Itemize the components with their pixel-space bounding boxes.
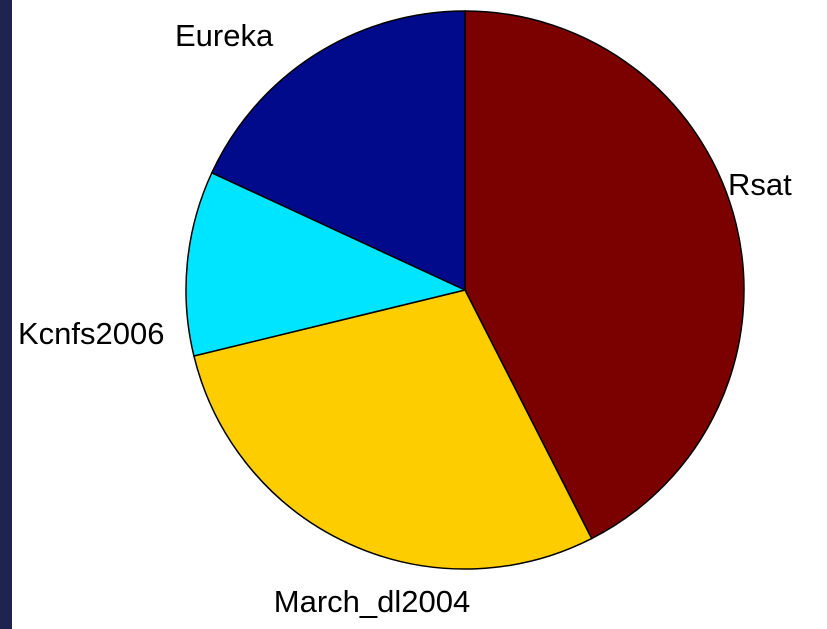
pie-labels: Rsat March_dl2004 Kcnfs2006 Eureka: [18, 18, 792, 619]
window-frame-edge: [0, 0, 12, 629]
pie-slice-rsat: [464, 10, 745, 540]
slice-label-march-dl2004: March_dl2004: [274, 584, 470, 619]
slice-label-kcnfs2006: Kcnfs2006: [18, 316, 165, 351]
pie-slice-march-dl2004: [193, 289, 593, 570]
pie-slice-kcnfs2006: [185, 171, 468, 357]
pie-slice-eureka: [210, 10, 466, 292]
slice-label-rsat: Rsat: [728, 167, 792, 202]
slice-label-eureka: Eureka: [175, 18, 274, 53]
pie-slices: [185, 10, 745, 570]
